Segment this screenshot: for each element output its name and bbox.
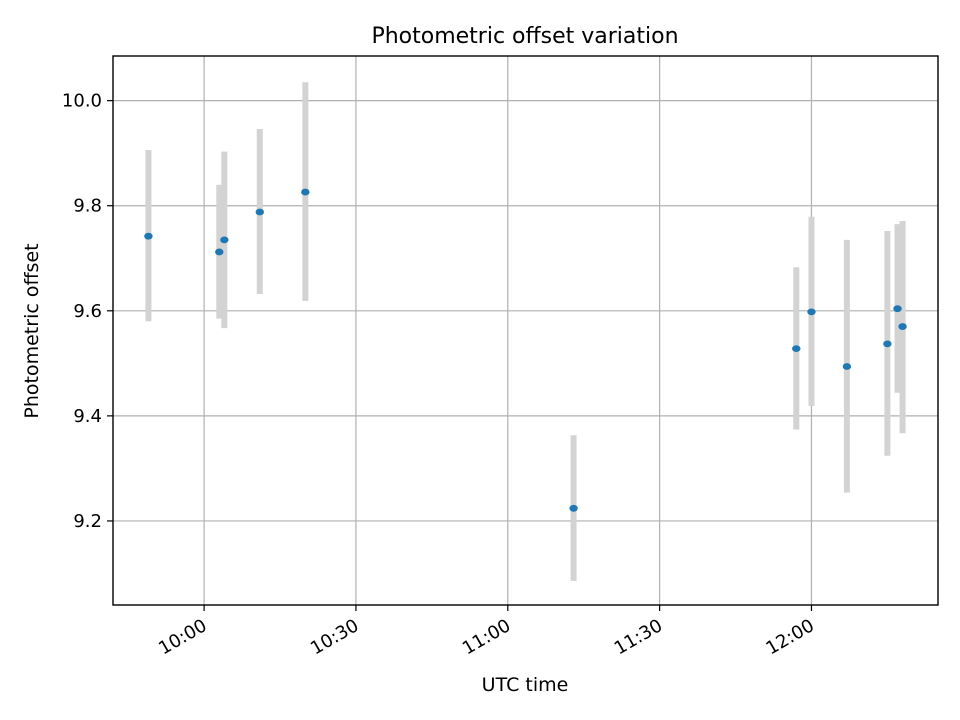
data-point (883, 340, 892, 348)
x-axis-label: UTC time (482, 674, 569, 696)
y-tick-label: 9.4 (73, 406, 102, 427)
x-tick-label: 10:00 (155, 615, 210, 659)
data-point (842, 363, 852, 370)
data-point (255, 208, 264, 216)
data-series (144, 82, 907, 581)
data-point (898, 323, 907, 330)
data-point (893, 305, 902, 313)
y-axis-label: Photometric offset (21, 243, 43, 418)
x-tick-label: 11:00 (459, 615, 514, 659)
x-tick-label: 12:00 (763, 615, 818, 659)
data-point (792, 345, 801, 353)
data-point (569, 504, 578, 512)
axes: 10:00 10:30 11:00 11:30 12:00 9.2 9.4 9.6 9.8 10.… (62, 91, 818, 660)
plot-frame (112, 55, 939, 606)
x-tick-label: 10:30 (307, 615, 362, 659)
y-tick-label: 9.6 (73, 301, 102, 322)
y-tick-label: 9.2 (73, 511, 102, 532)
data-point (215, 248, 224, 256)
y-tick-label: 10.0 (62, 91, 102, 112)
data-point (807, 308, 816, 316)
chart-title: Photometric offset variation (371, 24, 678, 49)
data-point (144, 232, 153, 240)
data-point (301, 188, 310, 196)
y-tick-label: 9.8 (73, 196, 102, 217)
x-tick-label: 11:30 (611, 615, 666, 659)
data-point (220, 236, 229, 244)
